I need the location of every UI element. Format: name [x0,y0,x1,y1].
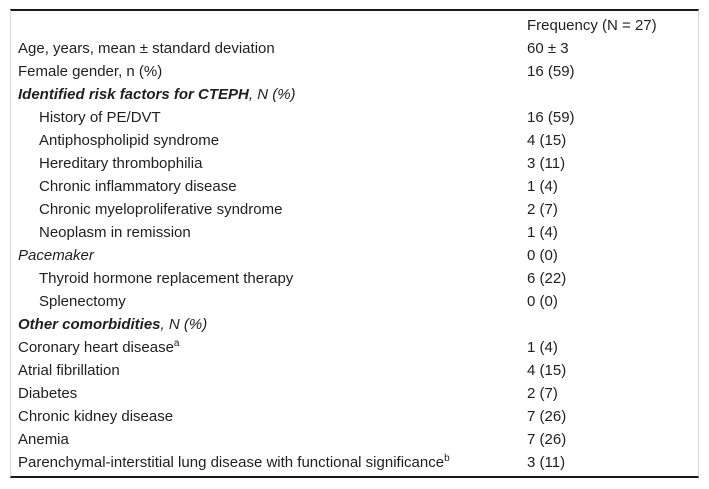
row-label-text: Chronic kidney disease [18,408,174,425]
row-value [527,83,698,106]
row-label: Identified risk factors for CTEPH, N (%) [11,83,527,106]
table-row: Chronic myeloproliferative syndrome 2 (7) [11,198,698,221]
row-value: 1 (4) [527,339,558,356]
row-label-text: Chronic inflammatory disease [39,178,237,195]
row-value: 3 (11) [527,454,566,471]
row-label-text: Antiphospholipid syndrome [39,132,220,149]
frequency-column-header: Frequency (N = 27) [527,17,657,34]
row-value: 1 (4) [527,178,558,195]
row-label: Anemia [11,428,527,451]
table-rows: Age, years, mean ± standard deviation 60 … [11,37,698,474]
table-row: History of PE/DVT 16 (59) [11,106,698,129]
table-row: Female gender, n (%) 16 (59) [11,60,698,83]
row-label: Chronic myeloproliferative syndrome [11,198,527,221]
row-label-text: Identified risk factors for CTEPH [18,86,249,103]
row-label-text: Pacemaker [18,247,94,264]
row-label-suffix: , N (%) [160,316,208,333]
characteristics-table: Frequency (N = 27) Age, years, mean ± st… [10,9,699,478]
row-value [527,313,698,336]
row-label: Age, years, mean ± standard deviation [11,37,527,60]
row-value: 0 (0) [527,247,558,264]
row-value: 7 (26) [527,408,567,425]
row-label-text: Other comorbidities [18,316,161,333]
table-row: Parenchymal-interstitial lung disease wi… [11,451,698,474]
table-row: Hereditary thrombophilia 3 (11) [11,152,698,175]
row-value: 3 (11) [527,155,566,172]
row-label: Female gender, n (%) [11,60,527,83]
row-label-text: Thyroid hormone replacement therapy [39,270,294,287]
row-value: 7 (26) [527,431,567,448]
row-value: 2 (7) [527,201,558,218]
row-label-suffix: , N (%) [248,86,296,103]
row-label-text: Anemia [18,431,69,448]
row-label: Antiphospholipid syndrome [11,129,527,152]
row-label: Chronic kidney disease [11,405,527,428]
table-row: Atrial fibrillation 4 (15) [11,359,698,382]
table-row: Splenectomy 0 (0) [11,290,698,313]
row-label-text: Splenectomy [39,293,126,310]
row-value: 60 ± 3 [527,40,569,57]
table-row: Thyroid hormone replacement therapy 6 (22… [11,267,698,290]
row-label-text: Chronic myeloproliferative syndrome [39,201,283,218]
row-label: Parenchymal-interstitial lung disease wi… [11,451,527,474]
row-value: 0 (0) [527,293,558,310]
header-label-cell [11,14,527,37]
row-label-text: Neoplasm in remission [39,224,191,241]
table-row: Pacemaker 0 (0) [11,244,698,267]
row-label: Neoplasm in remission [11,221,527,244]
table-row: Chronic kidney disease 7 (26) [11,405,698,428]
row-label: Diabetes [11,382,527,405]
table-row: Anemia 7 (26) [11,428,698,451]
row-label-text: Diabetes [18,385,78,402]
row-value: 4 (15) [527,132,567,149]
row-label: Other comorbidities, N (%) [11,313,527,336]
table-row: Diabetes 2 (7) [11,382,698,405]
row-value: 4 (15) [527,362,567,379]
table-row: Chronic inflammatory disease 1 (4) [11,175,698,198]
row-label: Chronic inflammatory disease [11,175,527,198]
row-label: Pacemaker [11,244,527,267]
table-row: Other comorbidities, N (%) [11,313,698,336]
table-row: Age, years, mean ± standard deviation 60 … [11,37,698,60]
row-value: 16 (59) [527,63,575,80]
row-value: 6 (22) [527,270,567,287]
row-label-text: Hereditary thrombophilia [39,155,203,172]
row-label: Thyroid hormone replacement therapy [11,267,527,290]
row-value: 1 (4) [527,224,558,241]
table-row: Identified risk factors for CTEPH, N (%) [11,83,698,106]
row-value: 16 (59) [527,109,575,126]
row-label-text: History of PE/DVT [39,109,161,126]
row-label-text: Parenchymal-interstitial lung disease wi… [18,454,445,471]
row-label: Atrial fibrillation [11,359,527,382]
row-label: Coronary heart diseasea [11,336,527,359]
row-label: History of PE/DVT [11,106,527,129]
table-row: Antiphospholipid syndrome 4 (15) [11,129,698,152]
row-label-text: Age, years, mean ± standard deviation [18,40,275,57]
footnote-marker: b [444,453,450,464]
table-header-row: Frequency (N = 27) [11,14,698,37]
row-label-text: Coronary heart disease [18,339,174,356]
row-label-text: Atrial fibrillation [18,362,120,379]
row-value: 2 (7) [527,385,558,402]
table-row: Neoplasm in remission 1 (4) [11,221,698,244]
row-label: Splenectomy [11,290,527,313]
row-label-text: Female gender, n (%) [18,63,163,80]
footnote-marker: a [173,338,180,349]
row-label: Hereditary thrombophilia [11,152,527,175]
table-row: Coronary heart diseasea 1 (4) [11,336,698,359]
